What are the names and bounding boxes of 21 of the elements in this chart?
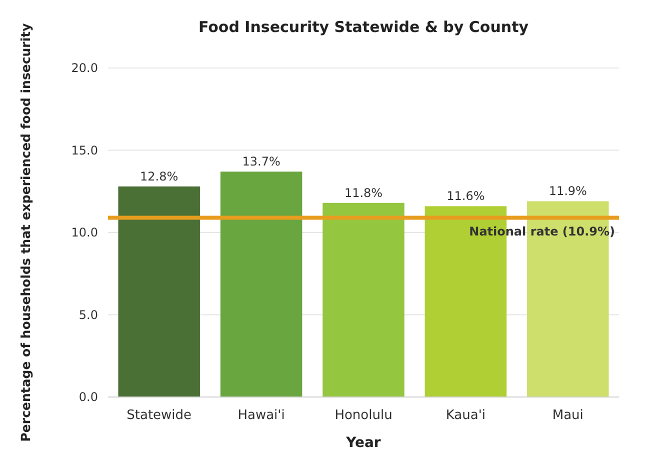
y-tick-label: 0.0 xyxy=(78,390,98,404)
y-axis-title: Percentage of households that experienced food insecurity xyxy=(18,23,33,442)
bar xyxy=(220,172,302,397)
bar xyxy=(118,186,200,397)
data-label: 11.8% xyxy=(344,186,383,200)
data-label: 11.6% xyxy=(446,189,485,204)
x-axis-title: Year xyxy=(345,435,381,451)
x-tick-label: Kaua'i xyxy=(446,408,486,423)
y-tick-label: 15.0 xyxy=(71,143,98,158)
x-tick-label: Maui xyxy=(552,408,584,423)
x-tick-label: Statewide xyxy=(126,408,192,423)
bar xyxy=(322,202,404,397)
x-tick-label: Hawai'i xyxy=(238,408,285,423)
chart-title: Food Insecurity Statewide & by County xyxy=(198,18,529,36)
x-tick-label: Honolulu xyxy=(334,408,392,423)
data-label: 13.7% xyxy=(242,154,280,169)
data-label: 12.8% xyxy=(140,169,178,184)
y-tick-label: 5.0 xyxy=(78,308,98,322)
y-tick-label: 20.0 xyxy=(71,61,98,76)
y-tick-label: 10.0 xyxy=(71,226,98,240)
data-label: 11.9% xyxy=(548,184,587,198)
